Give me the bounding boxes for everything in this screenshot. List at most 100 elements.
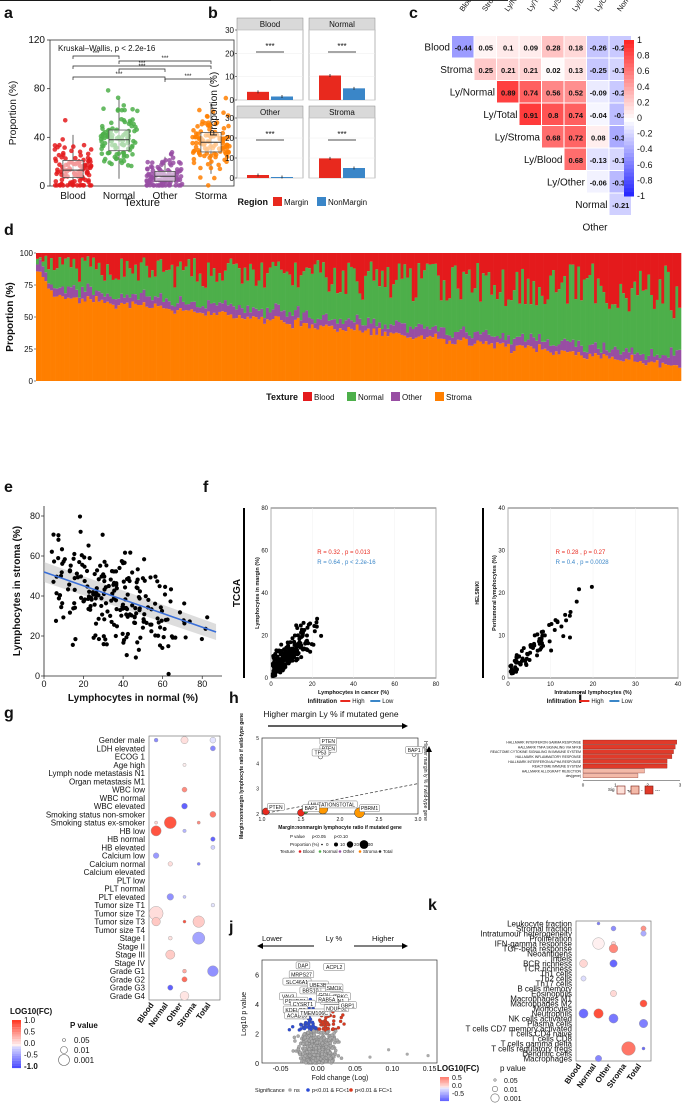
panel-d-bar-segment <box>310 319 314 325</box>
panel-d-bar-segment <box>627 359 631 381</box>
panel-d-bar-segment <box>484 341 488 381</box>
panel-a-point <box>224 159 229 165</box>
panel-j-point <box>334 1048 338 1053</box>
panel-d-bar-segment <box>122 297 127 305</box>
panel-d-bar-segment <box>655 299 659 355</box>
panel-c-colorbar-label: 0.4 <box>637 82 650 92</box>
panel-d-bar-segment <box>150 300 155 308</box>
panel-k-legend-fc-segment <box>440 1099 449 1102</box>
panel-a-xtick-label: Storma <box>195 191 228 202</box>
panel-d-bar-segment <box>257 310 261 320</box>
panel-k-row-label: Th17 cells <box>536 980 572 989</box>
panel-c-colorbar-segment <box>624 176 634 181</box>
panel-j-point <box>368 1055 372 1059</box>
panel-h-xtick-label: 3.0 <box>415 817 422 823</box>
panel-d-bar-segment <box>596 348 600 356</box>
panel-d-bar-segment <box>462 253 466 272</box>
panel-h-xtick-label: 2.5 <box>376 817 383 823</box>
panel-j-point <box>330 1033 334 1037</box>
panel-b-bar <box>343 168 365 178</box>
panel-d-bar-segment <box>560 253 564 283</box>
panel-d-bar-segment <box>131 301 135 381</box>
panel-d-bar-segment <box>316 260 320 319</box>
panel-g-legend-fc-segment <box>12 1063 21 1066</box>
panel-b-bar <box>271 96 293 100</box>
panel-d-bar-segment <box>512 351 516 381</box>
panel-e-point <box>137 608 142 613</box>
panel-d-bar-segment <box>229 314 233 381</box>
panel-a-point <box>52 147 58 152</box>
panel-c-cell <box>609 193 631 215</box>
panel-d-bar-segment <box>406 337 410 381</box>
panel-d-bar-segment <box>364 325 368 331</box>
panel-f2-legend-label: High <box>591 699 603 705</box>
panel-label-h: h <box>229 690 239 707</box>
panel-d-bar-segment <box>495 335 500 343</box>
panel-j-point <box>341 1013 345 1017</box>
panel-j-legend-label: ns <box>294 1088 300 1094</box>
panel-d-bar-segment <box>288 324 292 381</box>
panel-f1-point <box>282 653 287 658</box>
panel-a-sig-bracket <box>118 60 212 64</box>
panel-d-bar-segment <box>296 306 300 318</box>
panel-d-bar-segment <box>66 286 70 298</box>
panel-d-bar-segment <box>291 315 295 329</box>
panel-e-point <box>135 567 140 572</box>
panel-d-bar-segment <box>554 253 558 293</box>
panel-d-bar-segment <box>414 326 418 338</box>
panel-h-legend-prop-item: 20 <box>354 842 360 847</box>
panel-f2-point <box>539 641 544 646</box>
panel-c-row-label: Ly/Blood <box>524 155 563 166</box>
panel-e-point <box>92 602 97 607</box>
panel-d-bar-segment <box>108 253 113 275</box>
panel-a-point <box>99 146 104 152</box>
panel-k-row-label: T cells regulatory tregs <box>491 1045 572 1054</box>
panel-d-bar-segment <box>136 280 141 300</box>
panel-e-point <box>157 584 162 589</box>
panel-a-point <box>59 177 65 183</box>
panel-g-col-label: Total <box>195 1001 213 1021</box>
panel-d-bar-segment <box>459 253 463 300</box>
panel-a-point <box>85 151 91 157</box>
panel-e-point <box>109 619 114 625</box>
panel-c-cell <box>542 81 564 103</box>
panel-d-bar-segment <box>36 264 40 272</box>
panel-d-bar-segment <box>487 272 491 335</box>
panel-e-xtick-label: 80 <box>197 679 207 689</box>
panel-d-bar-segment <box>613 253 617 305</box>
panel-a-point <box>125 163 131 168</box>
panel-d-bar-segment <box>221 253 225 281</box>
panel-a-point <box>147 180 152 186</box>
panel-d-bar-segment <box>462 271 466 327</box>
panel-d-bar-segment <box>209 315 213 381</box>
panel-g-row-label: WBC normal <box>100 794 146 803</box>
panel-d-bar-segment <box>369 261 373 324</box>
panel-d-bar-segment <box>644 365 648 381</box>
panel-f1-point <box>271 655 276 660</box>
panel-d-bar-segment <box>619 283 623 355</box>
panel-d-bar-segment <box>425 263 429 327</box>
panel-d-bar-segment <box>588 344 592 354</box>
panel-e-point <box>67 582 72 587</box>
panel-a-point <box>121 154 127 160</box>
panel-d-bar-segment <box>498 253 502 293</box>
panel-d-bar-segment <box>352 330 356 381</box>
panel-d-bar-segment <box>103 280 107 297</box>
panel-d-bar-segment <box>92 253 96 258</box>
panel-d-bar-segment <box>568 264 572 342</box>
panel-c-cell <box>497 36 519 58</box>
panel-j-point <box>426 1054 430 1058</box>
panel-a-point <box>168 152 174 157</box>
panel-a-point <box>52 143 58 148</box>
panel-j-point <box>293 1039 297 1043</box>
panel-d-bar-segment <box>470 345 474 381</box>
panel-g-dot <box>167 984 174 991</box>
panel-d-bar-segment <box>664 364 668 381</box>
panel-d-bar-segment <box>560 282 564 341</box>
panel-k-dot <box>640 930 647 937</box>
panel-e-point <box>72 575 77 581</box>
panel-g-dot <box>182 828 187 833</box>
panel-d-bar-segment <box>136 305 141 381</box>
panel-d-bar-segment <box>504 305 508 341</box>
panel-k-legend-p-title: p value <box>500 1064 526 1073</box>
